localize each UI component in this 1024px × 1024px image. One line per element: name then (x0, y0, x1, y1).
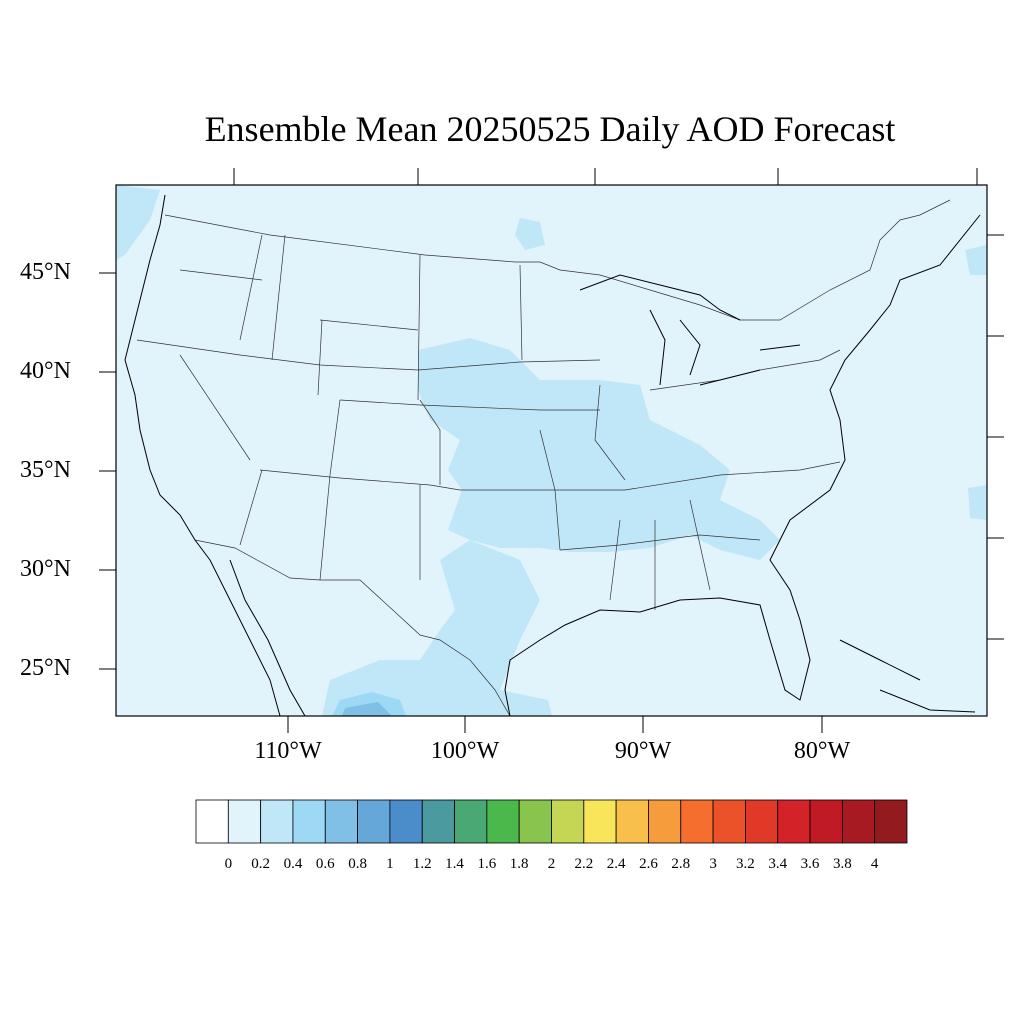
colorbar-swatch (712, 799, 746, 844)
colorbar-label: 2.4 (606, 856, 626, 872)
map-frame (115, 184, 988, 717)
colorbar-label: 0.4 (283, 856, 303, 872)
colorbar-swatch (518, 799, 552, 844)
coastlines (124, 194, 981, 717)
lon-label-80: 80°W (793, 738, 851, 764)
colorbar-label: 3.8 (832, 856, 852, 872)
colorbar-label: 0 (224, 856, 233, 872)
aod-contours-0.2-0.4 (116, 185, 987, 716)
colorbar-swatch (486, 799, 520, 844)
colorbar-swatch (357, 799, 391, 844)
colorbar-swatch (745, 799, 779, 844)
colorbar-label: 0.2 (251, 856, 270, 872)
colorbar-swatch (324, 799, 358, 844)
colorbar-label: 4 (870, 856, 879, 872)
colorbar-swatch (551, 799, 585, 844)
colorbar-swatch (648, 799, 682, 844)
lon-label-110: 110°W (254, 738, 322, 764)
lat-label-45: 45°N (20, 259, 71, 285)
colorbar-swatch (874, 799, 908, 844)
colorbar-label: 1.8 (509, 856, 529, 872)
lon-label-100: 100°W (430, 738, 500, 764)
colorbar-swatch (227, 799, 262, 844)
colorbar-label: 3 (709, 856, 717, 872)
colorbar-label: 3.6 (800, 856, 820, 872)
colorbar-swatch (841, 799, 876, 844)
lat-label-35: 35°N (20, 457, 71, 483)
colorbar-label: 0.8 (348, 856, 367, 872)
colorbar-swatch (680, 799, 714, 844)
colorbar-label: 1 (386, 856, 394, 872)
colorbar-swatch (615, 799, 649, 844)
lon-label-90: 90°W (614, 738, 672, 764)
lat-label-40: 40°N (20, 358, 71, 384)
aod-contours-0.6-0.8 (342, 702, 392, 716)
colorbar-label: 2.2 (574, 856, 594, 872)
colorbar-swatch (454, 799, 488, 844)
colorbar-swatch (260, 799, 294, 844)
lat-label-25: 25°N (20, 655, 71, 681)
colorbar-label: 1.4 (445, 856, 464, 872)
colorbar-swatch (809, 799, 843, 844)
colorbar-swatch (421, 799, 455, 844)
colorbar-label: 3.4 (768, 856, 788, 872)
colorbar-label: 1.6 (477, 856, 497, 872)
colorbar-label: 2.8 (671, 856, 691, 872)
colorbar-swatch (292, 799, 326, 844)
colorbar-swatch (195, 799, 229, 844)
map-title: Ensemble Mean 20250525 Daily AOD Forecas… (204, 109, 896, 149)
lat-label-30: 30°N (20, 556, 71, 582)
colorbar-label: 0.6 (315, 856, 335, 872)
colorbar-label: 2.6 (639, 856, 658, 872)
colorbar-label: 1.2 (412, 856, 432, 872)
political-borders (136, 199, 951, 717)
colorbar-label: 3.2 (736, 856, 755, 872)
colorbar-swatch (583, 799, 617, 844)
colorbar-swatch (777, 799, 811, 844)
colorbar-label: 2 (547, 856, 556, 872)
colorbar-swatch (389, 799, 423, 844)
map-ticks (99, 168, 1004, 733)
colorbar (195, 799, 908, 844)
